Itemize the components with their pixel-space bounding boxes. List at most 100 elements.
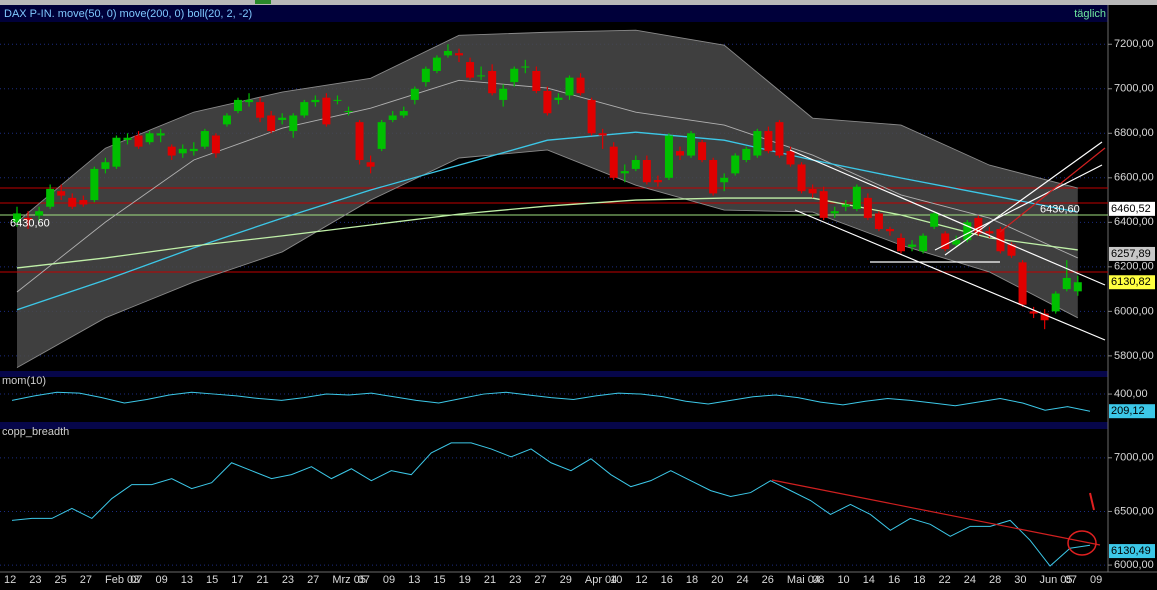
candle-body [731, 155, 740, 174]
candle-body [1062, 277, 1071, 290]
y-tick-label: 6400,00 [1114, 216, 1154, 228]
x-tick-label: 25 [55, 574, 67, 586]
candle-body [112, 137, 121, 167]
indicator-line [11, 442, 1091, 567]
candle-body [808, 188, 817, 194]
y-tick-label: 6800,00 [1114, 127, 1154, 139]
y-tick-label: 7000,00 [1114, 452, 1154, 464]
x-tick-label: 17 [231, 574, 243, 586]
x-tick-label: 14 [863, 574, 875, 586]
candle-body [178, 148, 187, 154]
candle-body [322, 97, 331, 125]
candle-body [897, 237, 905, 252]
candle-body [775, 122, 784, 156]
y-tick-label: 6000,00 [1114, 559, 1154, 571]
period-label: täglich [1074, 8, 1106, 20]
candle-body [676, 151, 684, 156]
x-tick-label: 07 [130, 574, 142, 586]
pane-divider [0, 422, 1108, 429]
candle-body [554, 97, 563, 100]
candle-body [510, 68, 519, 83]
x-tick-label: 13 [408, 574, 420, 586]
candle-body [885, 229, 894, 232]
x-tick-label: 27 [80, 574, 92, 586]
y-tick-label: 400,00 [1114, 388, 1148, 400]
y-tick-label: 6500,00 [1114, 505, 1154, 517]
x-tick-label: 08 [812, 574, 824, 586]
candle-body [68, 197, 77, 207]
candle-body [631, 160, 640, 169]
trend-line [999, 147, 1106, 233]
candle-body [974, 217, 983, 234]
candle-body [687, 133, 696, 156]
candle-body [565, 77, 574, 96]
indicator-line [11, 391, 1091, 412]
candle-body [841, 204, 850, 207]
candle-body [576, 77, 585, 94]
trend-line [771, 479, 1101, 546]
candle-body [642, 160, 651, 183]
price-tag [1109, 246, 1155, 261]
candle-body [355, 122, 364, 160]
candle-body [830, 211, 839, 214]
x-tick-label: 07 [1065, 574, 1077, 586]
candle-body [753, 131, 762, 156]
candle-body [145, 133, 154, 143]
x-tick-label: 10 [837, 574, 849, 586]
candle-body [24, 217, 33, 221]
candle-body [344, 111, 353, 113]
x-tick-label: 16 [888, 574, 900, 586]
y-tick-label: 7200,00 [1114, 38, 1154, 50]
price-tag [1109, 275, 1155, 290]
x-tick-label: 09 [1090, 574, 1102, 586]
candle-body [443, 50, 452, 56]
price-annotation: 6430,60 [10, 217, 50, 229]
candle-body [245, 99, 254, 103]
x-tick-label: 21 [484, 574, 496, 586]
x-tick-label: 24 [964, 574, 976, 586]
candle-body [488, 70, 497, 94]
x-tick-label: 29 [560, 574, 572, 586]
x-tick-label: 09 [156, 574, 168, 586]
candle-body [211, 135, 220, 154]
highlight-circle [1067, 530, 1097, 556]
candle-body [79, 200, 88, 205]
candle-body [333, 99, 342, 101]
candle-body [653, 180, 662, 183]
y-tick-label: 6000,00 [1114, 305, 1154, 317]
x-tick-label: 16 [661, 574, 673, 586]
trend-line [944, 141, 1103, 256]
y-tick-label: 6600,00 [1114, 172, 1154, 184]
candle-body [377, 122, 386, 149]
candle-body [399, 111, 408, 116]
candle-body [930, 213, 939, 227]
candle-body [13, 213, 21, 223]
x-tick-label: 23 [282, 574, 294, 586]
candle-body [1073, 282, 1082, 292]
candle-body [499, 88, 508, 100]
candle-body [267, 115, 276, 132]
x-tick-label: 23 [29, 574, 41, 586]
x-tick-label: Mrz 05 [332, 574, 366, 586]
header-bar [0, 5, 1108, 22]
window-button[interactable] [255, 0, 271, 4]
candle-body [300, 102, 309, 116]
candle-body [941, 233, 950, 250]
candle-body [521, 66, 530, 68]
candle-body [57, 191, 66, 196]
chart-title: DAX P-IN. move(50, 0) move(200, 0) boll(… [4, 8, 252, 20]
candle-body [234, 99, 242, 112]
candle-body [278, 117, 287, 120]
trend-line [794, 209, 1106, 341]
candle-body [1007, 244, 1016, 256]
candle-body [101, 162, 110, 169]
candle-body [455, 53, 463, 56]
price-tag-label: 6130,49 [1111, 545, 1151, 557]
candle-body [985, 231, 994, 234]
candle-body [189, 148, 198, 152]
x-tick-label: 18 [913, 574, 925, 586]
candle-body [366, 162, 375, 167]
plot-layer: 7200,00 7000,00 6800,00 6600,00 6400,00 6200,… [0, 29, 1155, 586]
